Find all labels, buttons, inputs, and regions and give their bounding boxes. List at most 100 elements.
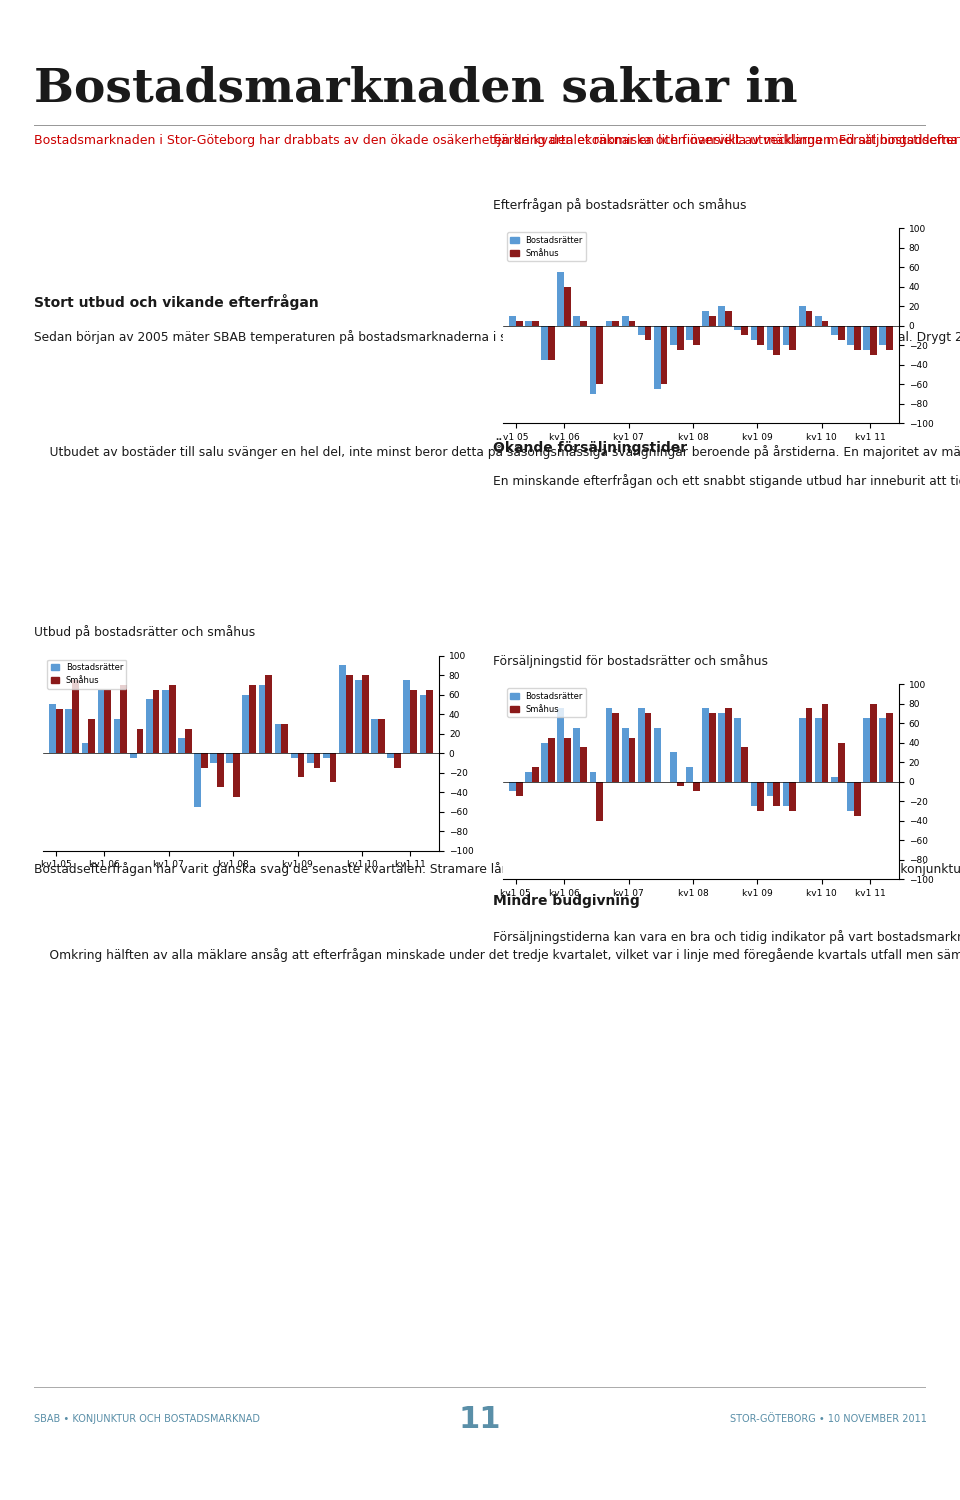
Bar bbox=[541, 326, 548, 360]
Bar bbox=[741, 326, 748, 336]
Bar bbox=[323, 753, 329, 758]
Bar bbox=[88, 718, 95, 753]
Bar bbox=[886, 714, 893, 782]
Text: STOR-GÖTEBORG • 10 NOVEMBER 2011: STOR-GÖTEBORG • 10 NOVEMBER 2011 bbox=[730, 1414, 926, 1424]
Bar bbox=[703, 708, 709, 782]
Bar bbox=[372, 718, 378, 753]
Bar bbox=[606, 708, 612, 782]
Bar bbox=[782, 782, 789, 806]
Bar bbox=[654, 326, 660, 388]
Bar bbox=[339, 666, 346, 753]
Bar bbox=[799, 718, 805, 782]
Bar bbox=[805, 310, 812, 326]
Bar bbox=[751, 326, 757, 340]
Text: Försäljningstiderna kan vara en bra och tidig indikator på vart bostadsmarknaden: Försäljningstiderna kan vara en bra och … bbox=[493, 930, 960, 944]
Bar bbox=[532, 321, 539, 326]
Bar bbox=[767, 782, 774, 796]
Bar bbox=[805, 708, 812, 782]
Bar bbox=[185, 729, 192, 753]
Text: fjärde kvartalet räknar en liten övervikt av mäklarna med att bostadsefterfrågan: fjärde kvartalet räknar en liten övervik… bbox=[493, 134, 960, 147]
Bar bbox=[782, 326, 789, 345]
Bar bbox=[612, 321, 619, 326]
Bar bbox=[822, 704, 828, 782]
Bar bbox=[194, 753, 201, 807]
Bar bbox=[751, 782, 757, 806]
Bar bbox=[757, 782, 764, 812]
Bar bbox=[596, 782, 603, 820]
Bar bbox=[686, 326, 693, 340]
Bar bbox=[420, 694, 426, 753]
Bar bbox=[329, 753, 336, 783]
Bar bbox=[853, 326, 860, 350]
Text: Utbudet av bostäder till salu svänger en hel del, inte minst beror detta på säso: Utbudet av bostäder till salu svänger en… bbox=[34, 446, 960, 459]
Text: Efterfrågan på bostadsrätter och småhus: Efterfrågan på bostadsrätter och småhus bbox=[493, 198, 747, 211]
Bar bbox=[362, 675, 369, 753]
Bar bbox=[525, 772, 532, 782]
Bar bbox=[541, 742, 548, 782]
Bar bbox=[847, 782, 853, 812]
Bar bbox=[314, 753, 321, 768]
Bar bbox=[693, 782, 700, 792]
Legend: Bostadsrätter, Småhus: Bostadsrätter, Småhus bbox=[507, 232, 587, 261]
Bar bbox=[210, 753, 217, 764]
Bar bbox=[822, 321, 828, 326]
Text: Ökande försäljningstider: Ökande försäljningstider bbox=[493, 438, 687, 454]
Bar bbox=[509, 316, 516, 326]
Bar bbox=[130, 753, 136, 758]
Bar bbox=[387, 753, 395, 758]
Text: 11: 11 bbox=[459, 1404, 501, 1434]
Text: SBAB • KONJUNKTUR OCH BOSTADSMARKNAD: SBAB • KONJUNKTUR OCH BOSTADSMARKNAD bbox=[34, 1414, 259, 1424]
Bar bbox=[612, 714, 619, 782]
Bar bbox=[558, 708, 564, 782]
Bar bbox=[815, 316, 822, 326]
Bar bbox=[644, 326, 652, 340]
Bar bbox=[265, 675, 272, 753]
Bar bbox=[718, 714, 725, 782]
Bar bbox=[153, 690, 159, 753]
Text: Bostadsefterfrågan har varit ganska svag de senaste kvartalen. Stramare lånevill: Bostadsefterfrågan har varit ganska svag… bbox=[34, 862, 960, 876]
Bar bbox=[686, 766, 693, 782]
Bar bbox=[243, 694, 250, 753]
Bar bbox=[346, 675, 352, 753]
Bar bbox=[789, 326, 796, 350]
Bar bbox=[281, 724, 288, 753]
Text: Omkring hälften av alla mäklare ansåg att efterfrågan minskade under det tredje : Omkring hälften av alla mäklare ansåg at… bbox=[34, 948, 960, 962]
Bar bbox=[307, 753, 314, 764]
Bar bbox=[179, 738, 185, 753]
Bar bbox=[677, 782, 684, 786]
Bar bbox=[886, 326, 893, 350]
Bar bbox=[378, 718, 385, 753]
Bar bbox=[847, 326, 853, 345]
Text: Försäljningstid för bostadsrätter och småhus: Försäljningstid för bostadsrätter och sm… bbox=[493, 654, 768, 668]
Bar bbox=[573, 728, 580, 782]
Bar bbox=[654, 728, 660, 782]
Bar bbox=[589, 772, 596, 782]
Bar bbox=[734, 718, 741, 782]
Bar bbox=[403, 680, 410, 753]
Bar bbox=[677, 326, 684, 350]
Bar bbox=[838, 742, 845, 782]
Bar bbox=[660, 326, 667, 384]
Bar bbox=[275, 724, 281, 753]
Bar bbox=[516, 782, 522, 796]
Text: En minskande efterfrågan och ett snabbt stigande utbud har inneburit att tiden s: En minskande efterfrågan och ett snabbt … bbox=[493, 474, 960, 488]
Bar bbox=[146, 699, 153, 753]
Bar bbox=[426, 690, 433, 753]
Bar bbox=[82, 744, 88, 753]
Bar bbox=[573, 316, 580, 326]
Bar bbox=[637, 708, 644, 782]
Bar bbox=[355, 680, 362, 753]
Text: Stort utbud och vikande efterfrågan: Stort utbud och vikande efterfrågan bbox=[34, 294, 319, 310]
Bar bbox=[516, 321, 522, 326]
Bar bbox=[72, 680, 79, 753]
Bar bbox=[298, 753, 304, 777]
Bar bbox=[250, 686, 256, 753]
Bar bbox=[718, 306, 725, 326]
Bar bbox=[136, 729, 143, 753]
Bar bbox=[815, 718, 822, 782]
Text: Bostadsmarknaden i Stor-Göteborg har drabbats av den ökade osäkerheten kring den: Bostadsmarknaden i Stor-Göteborg har dra… bbox=[34, 134, 960, 147]
Bar bbox=[629, 738, 636, 782]
Bar bbox=[709, 714, 716, 782]
Legend: Bostadsrätter, Småhus: Bostadsrätter, Småhus bbox=[47, 660, 127, 688]
Bar bbox=[548, 738, 555, 782]
